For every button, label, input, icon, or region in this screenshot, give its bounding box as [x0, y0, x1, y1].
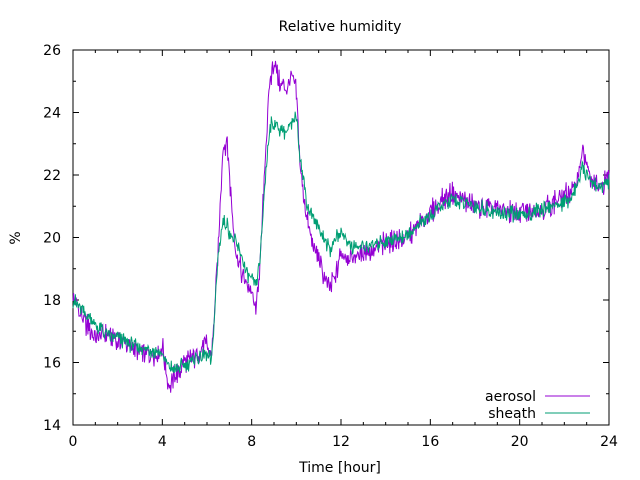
y-tick-label: 22: [43, 168, 61, 184]
y-tick-label: 14: [43, 418, 61, 434]
x-tick-label: 8: [247, 434, 256, 450]
chart-title: Relative humidity: [279, 19, 402, 35]
x-tick-label: 4: [158, 434, 167, 450]
x-axis: 0 4 8 12 16 20 24: [69, 50, 618, 450]
x-tick-label: 0: [69, 434, 78, 450]
series-line-sheath: [72, 111, 610, 373]
y-tick-label: 26: [43, 43, 61, 59]
y-tick-label: 16: [43, 356, 61, 372]
plot-area: [72, 49, 610, 426]
x-tick-label: 12: [332, 434, 350, 450]
x-tick-label: 16: [421, 434, 439, 450]
y-tick-label: 20: [43, 231, 61, 247]
plot-border: [72, 49, 610, 426]
x-tick-label: 24: [600, 434, 618, 450]
y-axis-label: %: [8, 231, 24, 244]
y-axis: 14 16 18 20 22 24 26: [43, 43, 609, 434]
y-tick-label: 24: [43, 106, 61, 122]
legend-label-aerosol: aerosol: [485, 389, 536, 405]
legend-label-sheath: sheath: [488, 406, 536, 422]
series-layer: [72, 60, 610, 393]
series-line-aerosol: [72, 60, 610, 393]
y-tick-label: 18: [43, 293, 61, 309]
x-tick-label: 20: [511, 434, 529, 450]
x-axis-label: Time [hour]: [298, 460, 381, 476]
